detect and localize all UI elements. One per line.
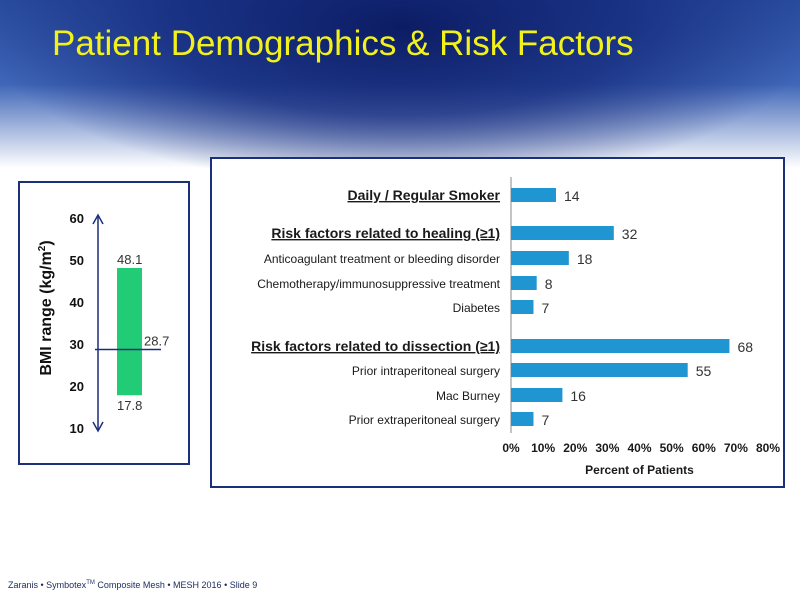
risk-bar xyxy=(511,388,563,402)
risk-bar xyxy=(511,363,688,377)
risk-xtick-label: 20% xyxy=(563,441,587,455)
risk-xtick-label: 50% xyxy=(660,441,684,455)
risk-category-label: Anticoagulant treatment or bleeding diso… xyxy=(264,252,500,266)
risk-category-label: Mac Burney xyxy=(436,389,500,403)
bmi-median-label: 28.7 xyxy=(144,333,169,348)
bmi-ytick-label: 20 xyxy=(70,379,84,394)
risk-bar xyxy=(511,251,569,265)
bmi-ytick-label: 60 xyxy=(70,211,84,226)
footer-text-post: Composite Mesh • MESH 2016 • Slide 9 xyxy=(94,580,258,590)
risk-value-label: 7 xyxy=(541,412,549,428)
risk-xtick-label: 80% xyxy=(756,441,780,455)
risk-category-label: Prior extraperitoneal surgery xyxy=(349,413,500,427)
risk-bar xyxy=(511,276,537,290)
risk-value-label: 7 xyxy=(541,300,549,316)
risk-factors-panel: Daily / Regular Smoker 14 Risk factors rel… xyxy=(210,157,785,488)
risk-category-header: Daily / Regular Smoker xyxy=(347,187,500,203)
bmi-min-label: 17.8 xyxy=(117,398,142,413)
risk-xtick-label: 40% xyxy=(627,441,651,455)
risk-category-header: Risk factors related to dissection (≥1) xyxy=(251,338,500,354)
risk-x-axis-title: Percent of Patients xyxy=(585,463,694,477)
bmi-panel: BMI range (kg/m2) 10 20 30 40 50 60 48.1 28.7 17… xyxy=(18,181,190,465)
bmi-range-bar xyxy=(117,267,142,396)
risk-xtick-label: 0% xyxy=(502,441,520,455)
risk-value-label: 14 xyxy=(564,188,580,204)
bmi-ylabel-sup: 2 xyxy=(37,245,48,251)
bmi-ylabel-main: BMI range (kg/m xyxy=(38,251,55,375)
risk-value-label: 68 xyxy=(737,339,753,355)
risk-category-label: Prior intraperitoneal surgery xyxy=(352,364,500,378)
bmi-ytick-label: 10 xyxy=(70,421,84,436)
bmi-axis-arrow-up xyxy=(92,213,104,225)
slide-title: Patient Demographics & Risk Factors xyxy=(52,24,634,63)
risk-xtick-label: 30% xyxy=(595,441,619,455)
risk-value-label: 18 xyxy=(577,251,593,267)
risk-factors-chart: Daily / Regular Smoker 14 Risk factors rel… xyxy=(251,177,780,477)
risk-bar xyxy=(511,412,534,426)
risk-xtick-label: 70% xyxy=(724,441,748,455)
risk-category-label: Chemotherapy/immunosuppressive treatment xyxy=(257,277,500,291)
risk-bar xyxy=(511,300,534,314)
risk-value-label: 16 xyxy=(570,388,586,404)
risk-bar xyxy=(511,188,556,202)
footer-text-pre: Zaranis • Symbotex xyxy=(8,580,87,590)
bmi-max-label: 48.1 xyxy=(117,252,142,267)
risk-category-header: Risk factors related to healing (≥1) xyxy=(271,225,500,241)
risk-category-label: Diabetes xyxy=(453,301,500,315)
risk-value-label: 32 xyxy=(622,226,638,242)
risk-bar xyxy=(511,339,730,353)
bmi-ytick-label: 40 xyxy=(70,295,84,310)
risk-bar xyxy=(511,226,614,240)
risk-xtick-label: 60% xyxy=(692,441,716,455)
bmi-ytick-label: 30 xyxy=(70,337,84,352)
bmi-ylabel: BMI range (kg/m2) xyxy=(37,240,55,375)
bmi-ylabel-close: ) xyxy=(38,240,55,245)
slide-footer: Zaranis • SymbotexTM Composite Mesh • ME… xyxy=(8,580,257,590)
bmi-ytick-label: 50 xyxy=(70,253,84,268)
risk-xtick-label: 10% xyxy=(531,441,555,455)
footer-trademark: TM xyxy=(86,580,95,586)
risk-value-label: 55 xyxy=(696,363,712,379)
bmi-axis-arrow-down xyxy=(92,421,104,433)
risk-value-label: 8 xyxy=(545,276,553,292)
bmi-chart: BMI range (kg/m2) 10 20 30 40 50 60 48.1 28.7 17… xyxy=(37,211,169,436)
